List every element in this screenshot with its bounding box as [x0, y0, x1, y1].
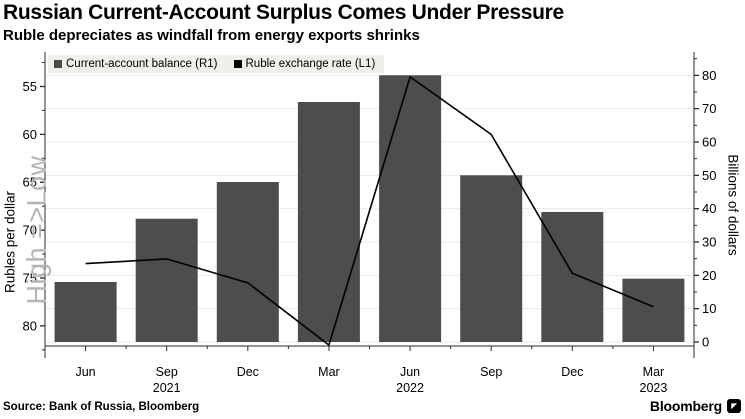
chart-legend: Current-account balance (R1) Ruble excha… [48, 55, 385, 73]
left-axis-title: Rubles per dollar [2, 190, 18, 294]
bar-mar-3 [297, 102, 360, 342]
x-label-6: Dec [561, 365, 583, 379]
right-tick-label-80: 80 [702, 68, 716, 83]
x-label-4: Jun [400, 365, 420, 379]
bloomberg-logo: Bloomberg ◤ [650, 398, 741, 414]
x-label-5: Sep [480, 365, 502, 379]
right-tick-label-50: 50 [702, 168, 716, 183]
legend-label-ruble: Ruble exchange rate (L1) [245, 58, 376, 70]
x-label-2: Dec [237, 365, 259, 379]
legend-label-balance: Current-account balance (R1) [66, 58, 218, 70]
legend-item-balance: Current-account balance (R1) [54, 58, 218, 70]
ruble-rate-line [85, 75, 654, 347]
right-tick-label-70: 70 [702, 101, 716, 116]
bar-jun-0 [54, 282, 117, 342]
right-tick-label-60: 60 [702, 135, 716, 150]
x-label-0: Jun [75, 365, 95, 379]
chart-subtitle: Ruble depreciates as windfall from energ… [3, 27, 420, 44]
bar-dec-6 [541, 212, 604, 342]
x-year-label-7: 2023 [640, 381, 668, 395]
right-tick-label-30: 30 [702, 235, 716, 250]
right-axis-title: Billions of dollars [725, 154, 741, 256]
right-tick-label-20: 20 [702, 268, 716, 283]
x-year-label-1: 2021 [153, 381, 181, 395]
left-tick-label-70: 70 [23, 223, 37, 238]
bloomberg-wordmark: Bloomberg [649, 398, 722, 414]
left-tick-label-60: 60 [23, 127, 37, 142]
line-series-swatch-icon [233, 60, 242, 68]
right-tick-label-10: 10 [702, 301, 716, 316]
bloomberg-terminal-icon: ◤ [727, 399, 741, 413]
bar-dec-2 [216, 182, 279, 342]
left-tick-label-80: 80 [23, 318, 37, 333]
legend-item-ruble: Ruble exchange rate (L1) [233, 58, 376, 70]
x-label-3: Mar [318, 365, 340, 379]
bar-sep-5 [460, 175, 523, 342]
left-tick-label-75: 75 [23, 271, 37, 286]
x-year-label-4: 2022 [396, 381, 424, 395]
chart-title: Russian Current-Account Surplus Comes Un… [3, 1, 564, 24]
x-label-1: Sep [156, 365, 178, 379]
left-tick-label-55: 55 [23, 79, 37, 94]
right-tick-label-40: 40 [702, 201, 716, 216]
right-tick-label-0: 0 [702, 335, 709, 350]
x-label-7: Mar [643, 365, 665, 379]
bar-sep-1 [135, 218, 198, 342]
source-note: Source: Bank of Russia, Bloomberg [3, 401, 200, 413]
bar-series-swatch-icon [54, 60, 62, 68]
high-to-low-annotation: High =>Low [21, 155, 52, 305]
bar-mar-7 [622, 278, 685, 342]
left-tick-label-65: 65 [23, 175, 37, 190]
bar-jun-4 [379, 75, 442, 343]
